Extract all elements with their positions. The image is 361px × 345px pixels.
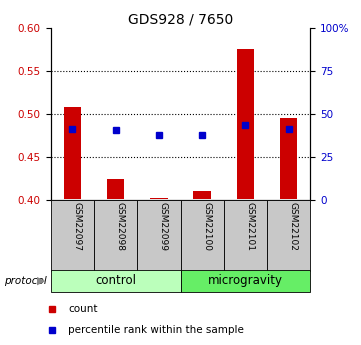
Bar (193, 191, 211, 199)
Bar (237, 49, 254, 199)
Bar (224, 200, 267, 271)
Text: microgravity: microgravity (208, 274, 283, 287)
Bar (51, 200, 94, 271)
Text: percentile rank within the sample: percentile rank within the sample (68, 325, 244, 335)
Bar (94, 200, 137, 271)
Text: GSM22100: GSM22100 (202, 202, 211, 251)
Text: GSM22098: GSM22098 (116, 202, 125, 251)
Bar (267, 200, 310, 271)
Text: GSM22099: GSM22099 (159, 202, 168, 251)
Text: GSM22101: GSM22101 (245, 202, 255, 251)
Text: GSM22097: GSM22097 (72, 202, 81, 251)
Bar (150, 198, 168, 199)
Text: protocol: protocol (4, 276, 46, 286)
Title: GDS928 / 7650: GDS928 / 7650 (128, 12, 233, 27)
Text: GSM22102: GSM22102 (289, 202, 298, 251)
Bar (137, 200, 180, 271)
Bar (180, 200, 224, 271)
Bar (180, 270, 310, 292)
Bar (107, 179, 124, 199)
Text: ▶: ▶ (37, 276, 46, 286)
Bar (64, 107, 81, 199)
Text: control: control (95, 274, 136, 287)
Bar (280, 118, 297, 199)
Bar (51, 270, 180, 292)
Text: count: count (68, 304, 97, 314)
